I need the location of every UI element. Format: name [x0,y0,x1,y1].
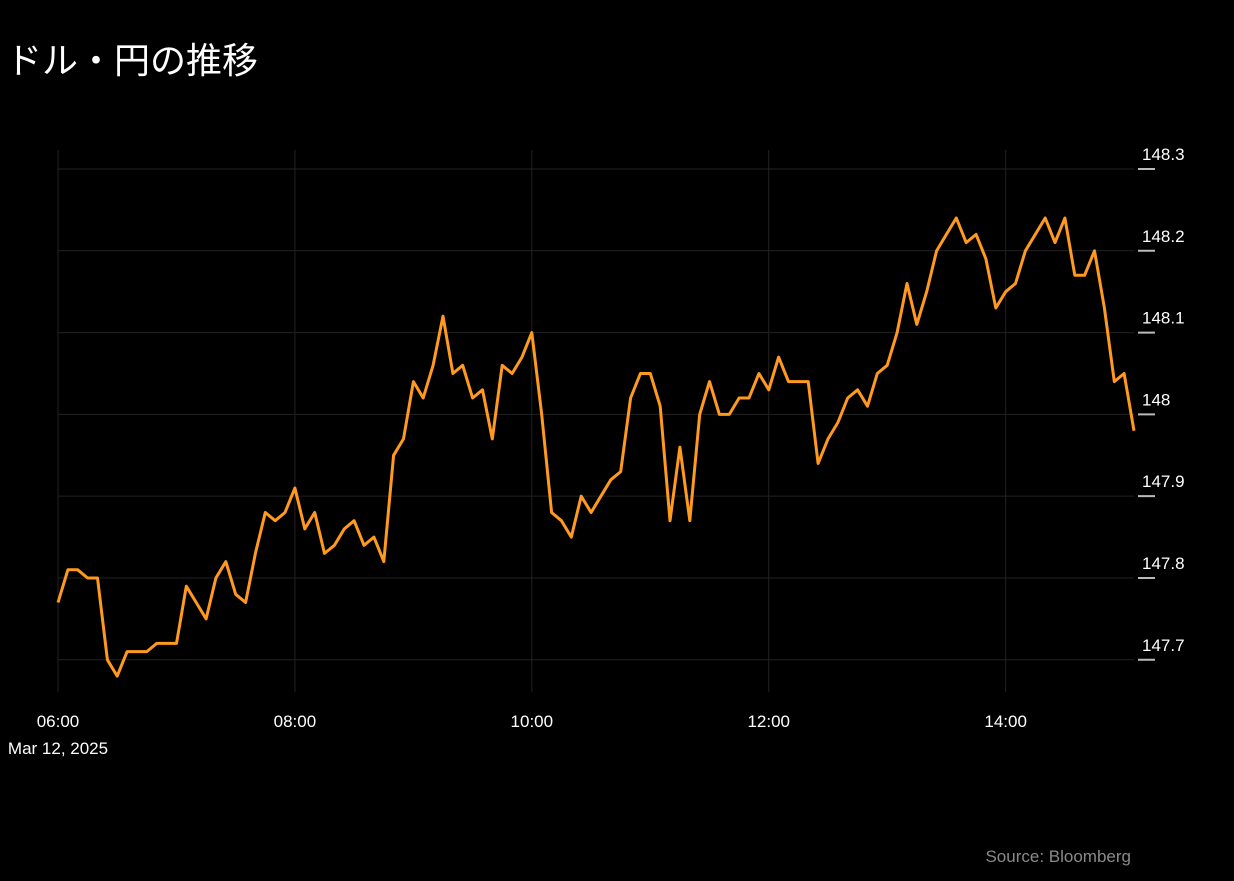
y-tick-label: 148.2 [1142,227,1185,246]
y-tick-label: 148.3 [1142,145,1185,164]
y-tick-label: 147.8 [1142,554,1185,573]
y-tick-label: 147.7 [1142,636,1185,655]
price-line [56,216,1136,678]
x-tick-label: 12:00 [747,712,790,731]
source: Source: Bloomberg [985,847,1131,866]
x-tick-label: 14:00 [984,712,1027,731]
y-tick-label: 148.1 [1142,309,1185,328]
date-label: Mar 12, 2025 [8,739,108,758]
x-tick-label: 06:00 [37,712,80,731]
y-tick-label: 148 [1142,390,1170,409]
x-tick-label: 10:00 [511,712,554,731]
y-tick-label: 147.9 [1142,472,1185,491]
x-tick-label: 08:00 [274,712,317,731]
chart-title: ドル・円の推移 [6,40,258,81]
